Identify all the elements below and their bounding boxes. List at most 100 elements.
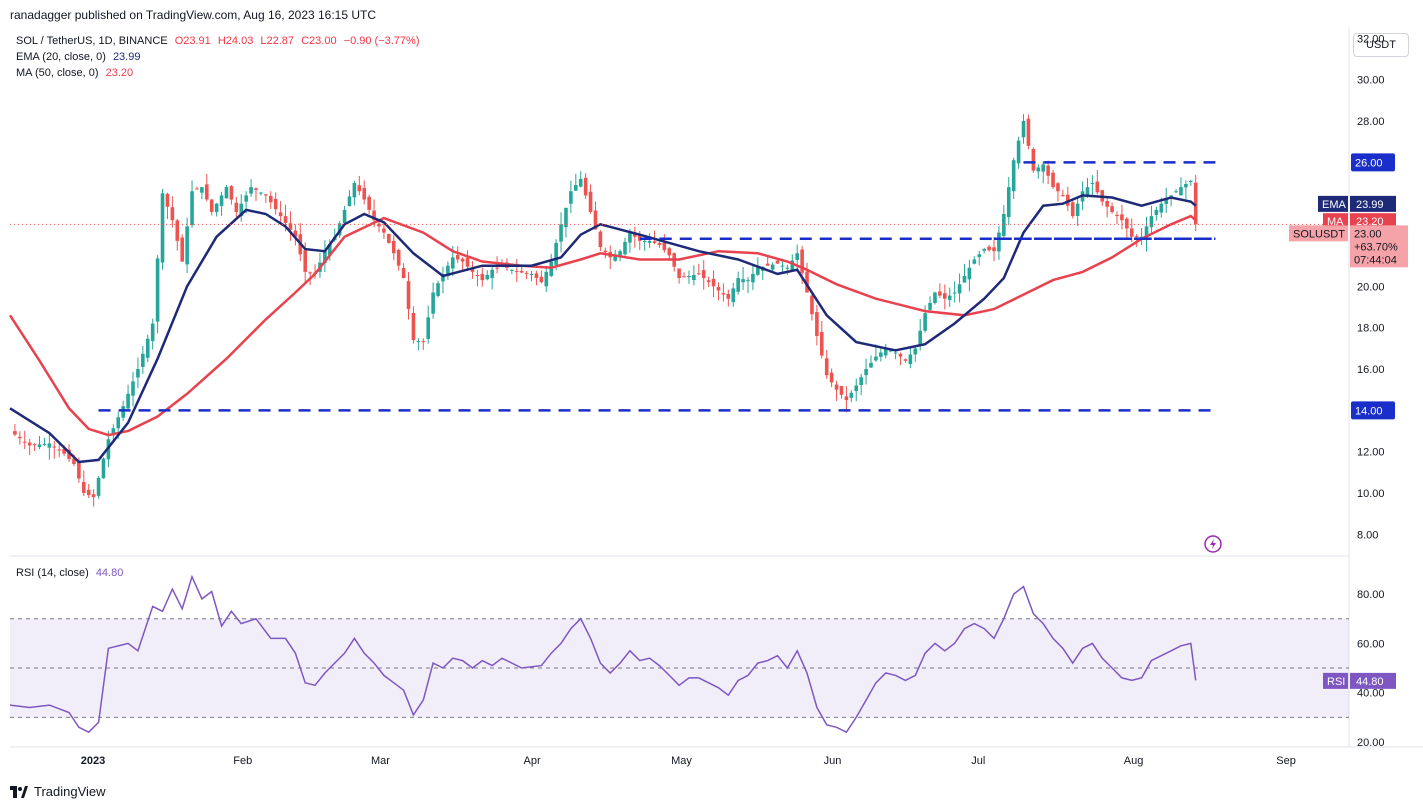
ma-legend[interactable]: MA (50, close, 0) 23.20 xyxy=(16,65,133,81)
candle-body xyxy=(987,246,991,251)
candle-body xyxy=(746,280,750,282)
flash-bolt-icon xyxy=(1210,539,1216,549)
time-tick-label: Sep xyxy=(1276,755,1296,767)
ema20-line xyxy=(9,194,1197,464)
candle-body xyxy=(564,207,568,228)
currency-button[interactable]: USDT xyxy=(1353,33,1409,57)
level-label: 26.00 xyxy=(1355,157,1383,169)
candle-body xyxy=(480,273,485,281)
candle-body xyxy=(185,226,189,265)
ema-tag xyxy=(1318,195,1348,212)
candle-body xyxy=(1179,187,1183,196)
flash-alert-icon[interactable] xyxy=(1204,535,1222,553)
candle-body xyxy=(756,267,760,275)
candle-body xyxy=(1085,187,1090,195)
candle-body xyxy=(67,449,71,459)
candle-body xyxy=(308,272,312,274)
candle-body xyxy=(244,195,248,202)
candle-body xyxy=(175,220,180,241)
candle-body xyxy=(234,202,239,212)
rsi-value: 44.80 xyxy=(95,567,124,579)
candle-body xyxy=(416,341,421,343)
rsi-legend[interactable]: RSI (14, close) 44.80 xyxy=(16,565,123,581)
candle-body xyxy=(741,279,745,283)
candle-body xyxy=(18,436,22,439)
symbol-name[interactable]: SOL / TetherUS, 1D, BINANCE xyxy=(16,35,168,47)
candle-body xyxy=(303,250,307,272)
candle-body xyxy=(751,273,755,283)
level-tag xyxy=(1351,153,1395,172)
symbol-legend: SOL / TetherUS, 1D, BINANCE O23.91 H24.0… xyxy=(16,33,420,49)
ma-tag xyxy=(1323,213,1348,230)
candle-body xyxy=(559,224,563,242)
ema-legend[interactable]: EMA (20, close, 0) 23.99 xyxy=(16,49,140,65)
candle-body xyxy=(446,265,450,276)
candle-body xyxy=(1046,165,1050,176)
open-value: O23.91 xyxy=(174,35,211,47)
candle-body xyxy=(879,352,883,357)
rsi-tick-label: 40.00 xyxy=(1357,688,1385,700)
candle-body xyxy=(775,260,780,264)
candle-body xyxy=(57,449,61,451)
candle-body xyxy=(785,267,790,269)
candle-body xyxy=(682,276,686,278)
ema-value-text: 23.99 xyxy=(1356,199,1384,211)
candle-body xyxy=(283,216,288,223)
candle-body xyxy=(431,292,435,314)
candle-body xyxy=(1070,202,1075,217)
candle-body xyxy=(391,240,396,254)
candle-body xyxy=(864,369,868,376)
rsi-line xyxy=(9,574,1197,734)
candle-body xyxy=(1011,160,1016,192)
candle-body xyxy=(839,385,844,395)
candle-body xyxy=(829,372,834,383)
candle-body xyxy=(859,377,863,386)
candle-body xyxy=(1184,184,1188,188)
candle-body xyxy=(490,269,494,278)
candle-body xyxy=(933,292,937,304)
candle-body xyxy=(972,259,977,264)
candle-body xyxy=(47,443,52,448)
price-tick-label: 28.00 xyxy=(1357,116,1385,128)
ema-value: 23.99 xyxy=(112,51,141,63)
candle-body xyxy=(519,270,524,273)
candle-body xyxy=(1193,182,1198,225)
candle-body xyxy=(1154,209,1159,216)
bar-countdown-text: 07:44:04 xyxy=(1354,254,1397,266)
candle-body xyxy=(347,196,352,207)
candle-body xyxy=(37,444,42,448)
candle-body xyxy=(569,191,573,204)
candle-body xyxy=(603,250,608,253)
rsi-tick-label: 20.00 xyxy=(1357,737,1385,749)
candle-body xyxy=(1125,218,1129,229)
candle-body xyxy=(101,458,106,479)
candle-body xyxy=(209,199,214,212)
ema-label: EMA (20, close, 0) xyxy=(16,51,106,63)
candle-body xyxy=(697,273,701,275)
level-label: 14.00 xyxy=(1355,405,1383,417)
candle-body xyxy=(938,291,942,296)
symbol-value-text: 23.00 xyxy=(1354,228,1382,240)
footer-brand[interactable]: TradingView xyxy=(10,784,106,799)
candle-body xyxy=(1174,191,1178,193)
candle-body xyxy=(1105,200,1109,207)
candle-body xyxy=(121,406,125,418)
low-value: L22.87 xyxy=(260,35,295,47)
candle-body xyxy=(893,352,898,354)
candle-body xyxy=(239,203,244,216)
candle-body xyxy=(273,198,278,210)
symbol-value-tag xyxy=(1350,225,1408,268)
candle-body xyxy=(406,281,411,310)
candle-body xyxy=(1031,148,1036,171)
candle-body xyxy=(293,230,298,237)
rsi-value-tag xyxy=(1350,672,1396,689)
candle-body xyxy=(736,278,740,292)
candle-body xyxy=(1006,187,1011,218)
candle-body xyxy=(160,193,165,263)
candle-body xyxy=(205,184,209,200)
candle-body xyxy=(362,187,367,200)
candle-body xyxy=(224,187,229,199)
symbol-tag xyxy=(1289,225,1348,242)
candle-body xyxy=(382,228,386,233)
